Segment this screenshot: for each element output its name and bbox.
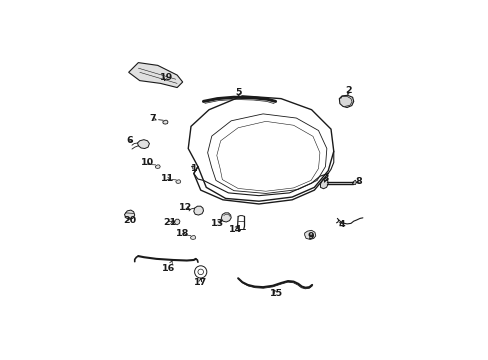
Text: 19: 19 [159,72,172,81]
Text: 12: 12 [179,203,192,212]
Polygon shape [339,95,353,108]
Text: 11: 11 [161,174,174,183]
Polygon shape [174,219,180,225]
Text: 13: 13 [211,220,224,229]
Text: 9: 9 [307,232,314,241]
Text: 20: 20 [123,216,136,225]
Polygon shape [137,140,149,149]
Text: 15: 15 [269,289,282,298]
Text: 10: 10 [141,158,154,167]
Polygon shape [320,179,327,189]
Polygon shape [128,63,183,87]
Text: 5: 5 [234,88,241,97]
Polygon shape [188,96,333,201]
Text: 7: 7 [149,114,156,123]
Text: 4: 4 [338,220,345,229]
Text: 2: 2 [345,86,352,95]
Polygon shape [193,206,203,215]
Text: 8: 8 [355,177,361,186]
Polygon shape [190,235,195,239]
Polygon shape [221,213,231,222]
Polygon shape [175,180,181,184]
Text: 3: 3 [322,174,328,183]
Text: 14: 14 [228,225,242,234]
Text: 18: 18 [176,229,189,238]
Polygon shape [124,210,135,219]
Text: 6: 6 [126,136,133,145]
Polygon shape [163,120,168,124]
Text: 17: 17 [193,278,206,287]
Polygon shape [352,180,356,185]
Polygon shape [304,230,315,239]
Text: 21: 21 [163,218,176,227]
Polygon shape [155,165,160,168]
Text: 16: 16 [162,261,175,273]
Text: 1: 1 [191,164,198,173]
